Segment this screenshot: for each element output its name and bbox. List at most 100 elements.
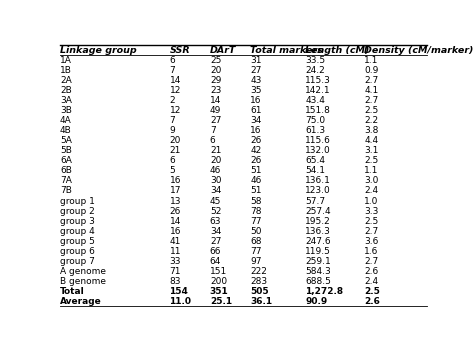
Text: 52: 52 — [210, 206, 221, 216]
Text: 4.1: 4.1 — [364, 86, 378, 95]
Text: 50: 50 — [250, 227, 262, 236]
Text: Average: Average — [60, 297, 102, 306]
Text: 11: 11 — [169, 247, 181, 256]
Text: 7: 7 — [210, 126, 216, 135]
Text: 2A: 2A — [60, 76, 72, 85]
Text: 13: 13 — [169, 196, 181, 205]
Text: 7: 7 — [169, 66, 175, 75]
Text: 57.7: 57.7 — [305, 196, 326, 205]
Text: 4A: 4A — [60, 116, 72, 125]
Text: 20: 20 — [210, 156, 221, 165]
Text: 14: 14 — [210, 96, 221, 105]
Text: 33: 33 — [169, 257, 181, 266]
Text: 2.4: 2.4 — [364, 187, 378, 195]
Text: 83: 83 — [169, 277, 181, 286]
Text: 259.1: 259.1 — [305, 257, 331, 266]
Text: 16: 16 — [250, 96, 262, 105]
Text: 151: 151 — [210, 267, 227, 276]
Text: 12: 12 — [169, 106, 181, 115]
Text: group 2: group 2 — [60, 206, 95, 216]
Text: 3.0: 3.0 — [364, 176, 379, 186]
Text: 2.7: 2.7 — [364, 227, 378, 236]
Text: A genome: A genome — [60, 267, 106, 276]
Text: 26: 26 — [250, 156, 262, 165]
Text: 63: 63 — [210, 217, 221, 226]
Text: 12: 12 — [169, 86, 181, 95]
Text: 78: 78 — [250, 206, 262, 216]
Text: 3.6: 3.6 — [364, 237, 379, 246]
Text: 64: 64 — [210, 257, 221, 266]
Text: 27: 27 — [210, 116, 221, 125]
Text: 154: 154 — [169, 287, 188, 296]
Text: 1,272.8: 1,272.8 — [305, 287, 344, 296]
Text: 3B: 3B — [60, 106, 72, 115]
Text: 16: 16 — [250, 126, 262, 135]
Text: 4.4: 4.4 — [364, 136, 378, 145]
Text: 77: 77 — [250, 247, 262, 256]
Text: 21: 21 — [169, 146, 181, 155]
Text: 23: 23 — [210, 86, 221, 95]
Text: 7: 7 — [169, 116, 175, 125]
Text: 90.9: 90.9 — [305, 297, 328, 306]
Text: 3A: 3A — [60, 96, 72, 105]
Text: 75.0: 75.0 — [305, 116, 326, 125]
Text: 2.6: 2.6 — [364, 297, 380, 306]
Text: 0.9: 0.9 — [364, 66, 379, 75]
Text: 195.2: 195.2 — [305, 217, 331, 226]
Text: 5: 5 — [169, 166, 175, 175]
Text: 6: 6 — [169, 56, 175, 65]
Text: 6A: 6A — [60, 156, 72, 165]
Text: group 5: group 5 — [60, 237, 95, 246]
Text: 30: 30 — [210, 176, 221, 186]
Text: 1.1: 1.1 — [364, 56, 379, 65]
Text: 6: 6 — [169, 156, 175, 165]
Text: 222: 222 — [250, 267, 267, 276]
Text: 24.2: 24.2 — [305, 66, 325, 75]
Text: 7B: 7B — [60, 187, 72, 195]
Text: 61.3: 61.3 — [305, 126, 326, 135]
Text: Density (cM/marker): Density (cM/marker) — [364, 46, 474, 55]
Text: 4B: 4B — [60, 126, 72, 135]
Text: 34: 34 — [210, 227, 221, 236]
Text: 132.0: 132.0 — [305, 146, 331, 155]
Text: 3.8: 3.8 — [364, 126, 379, 135]
Text: 6B: 6B — [60, 166, 72, 175]
Text: 2B: 2B — [60, 86, 72, 95]
Text: 2.7: 2.7 — [364, 76, 378, 85]
Text: 66: 66 — [210, 247, 221, 256]
Text: 20: 20 — [169, 136, 181, 145]
Text: 1.1: 1.1 — [364, 166, 379, 175]
Text: group 3: group 3 — [60, 217, 95, 226]
Text: group 1: group 1 — [60, 196, 95, 205]
Text: group 4: group 4 — [60, 227, 95, 236]
Text: 1B: 1B — [60, 66, 72, 75]
Text: 25: 25 — [210, 56, 221, 65]
Text: Length (cM): Length (cM) — [305, 46, 370, 55]
Text: 3.1: 3.1 — [364, 146, 379, 155]
Text: 142.1: 142.1 — [305, 86, 331, 95]
Text: DArT: DArT — [210, 46, 236, 55]
Text: 2.7: 2.7 — [364, 96, 378, 105]
Text: 119.5: 119.5 — [305, 247, 331, 256]
Text: 27: 27 — [210, 237, 221, 246]
Text: 115.6: 115.6 — [305, 136, 331, 145]
Text: 97: 97 — [250, 257, 262, 266]
Text: 505: 505 — [250, 287, 269, 296]
Text: Total markers: Total markers — [250, 46, 323, 55]
Text: B genome: B genome — [60, 277, 106, 286]
Text: 2: 2 — [169, 96, 175, 105]
Text: 58: 58 — [250, 196, 262, 205]
Text: 9: 9 — [169, 126, 175, 135]
Text: 351: 351 — [210, 287, 228, 296]
Text: 34: 34 — [250, 116, 262, 125]
Text: 25.1: 25.1 — [210, 297, 232, 306]
Text: 41: 41 — [169, 237, 181, 246]
Text: 151.8: 151.8 — [305, 106, 331, 115]
Text: 54.1: 54.1 — [305, 166, 325, 175]
Text: SSR: SSR — [169, 46, 190, 55]
Text: group 6: group 6 — [60, 247, 95, 256]
Text: 584.3: 584.3 — [305, 267, 331, 276]
Text: 46: 46 — [250, 176, 262, 186]
Text: 27: 27 — [250, 66, 262, 75]
Text: 46: 46 — [210, 166, 221, 175]
